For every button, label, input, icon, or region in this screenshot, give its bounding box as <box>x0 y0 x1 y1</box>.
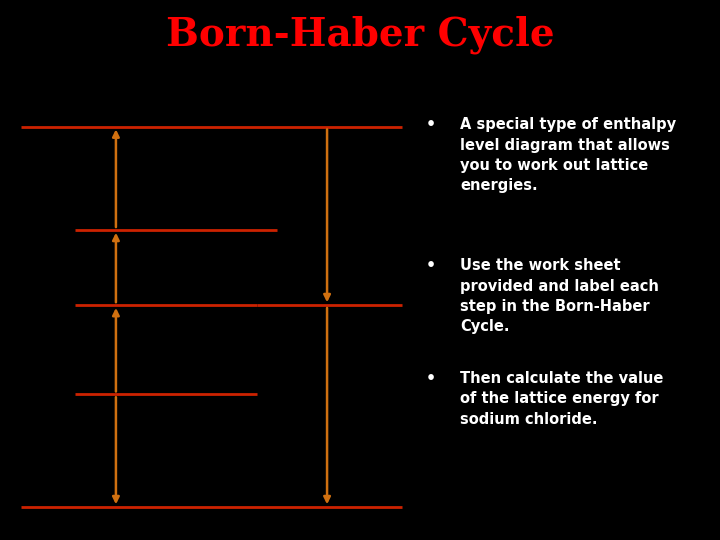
Text: ΔH$_f$[Na$^+$Cl$^-$(s)] = −411 kJ mol$^{-1}$: ΔH$_f$[Na$^+$Cl$^-$(s)] = −411 kJ mol$^{… <box>4 446 163 461</box>
Text: Na(g) + ½Cl$_2$(g): Na(g) + ½Cl$_2$(g) <box>125 285 206 300</box>
Text: ΔH$_{i_1}$[Na(g)] = +496 kJ mol$^{-1}$: ΔH$_{i_1}$[Na(g)] = +496 kJ mol$^{-1}$ <box>4 251 140 266</box>
Text: A special type of enthalpy
level diagram that allows
you to work out lattice
ene: A special type of enthalpy level diagram… <box>460 117 676 193</box>
Text: •: • <box>426 371 436 386</box>
Text: •: • <box>426 258 436 273</box>
Text: Na(s) + ½Cl$_2$(g): Na(s) + ½Cl$_2$(g) <box>126 374 205 389</box>
Text: Na$^+$Cl$^-$(s): Na$^+$Cl$^-$(s) <box>147 488 201 502</box>
Text: ΔH$_{at}$[½Cl$_2$(g)] = +122 kJ mol$^{-1}$: ΔH$_{at}$[½Cl$_2$(g)] = +122 kJ mol$^{-1… <box>4 164 152 179</box>
Text: •: • <box>426 117 436 132</box>
Text: Na$^+$(g) + Cl$^-$(g): Na$^+$(g) + Cl$^-$(g) <box>285 285 369 300</box>
Text: ΔH$_{lat}$[Na$^+$Cl$^-$ (s)] = ?: ΔH$_{lat}$[Na$^+$Cl$^-$ (s)] = ? <box>265 390 370 403</box>
Text: Use the work sheet
provided and label each
step in the Born-Haber
Cycle.: Use the work sheet provided and label ea… <box>460 258 659 334</box>
Text: ΔH$_e$[Cl] = −349 kJ mol$^{-1}$: ΔH$_e$[Cl] = −349 kJ mol$^{-1}$ <box>265 194 383 209</box>
Text: ΔH$_{at}$[Na(s)] = +107 kJ mol$^{-1}$: ΔH$_{at}$[Na(s)] = +107 kJ mol$^{-1}$ <box>4 338 141 352</box>
Text: Born-Haber Cycle: Born-Haber Cycle <box>166 16 554 55</box>
Text: Na$^+$(g) + e$^-$ + Cl(g): Na$^+$(g) + e$^-$ + Cl(g) <box>159 106 263 121</box>
Text: Then calculate the value
of the lattice energy for
sodium chloride.: Then calculate the value of the lattice … <box>460 371 663 427</box>
Text: Na$^+$(g) + e$^-$ + ½Cl$_2$(g): Na$^+$(g) + e$^-$ + ½Cl$_2$(g) <box>115 209 233 224</box>
